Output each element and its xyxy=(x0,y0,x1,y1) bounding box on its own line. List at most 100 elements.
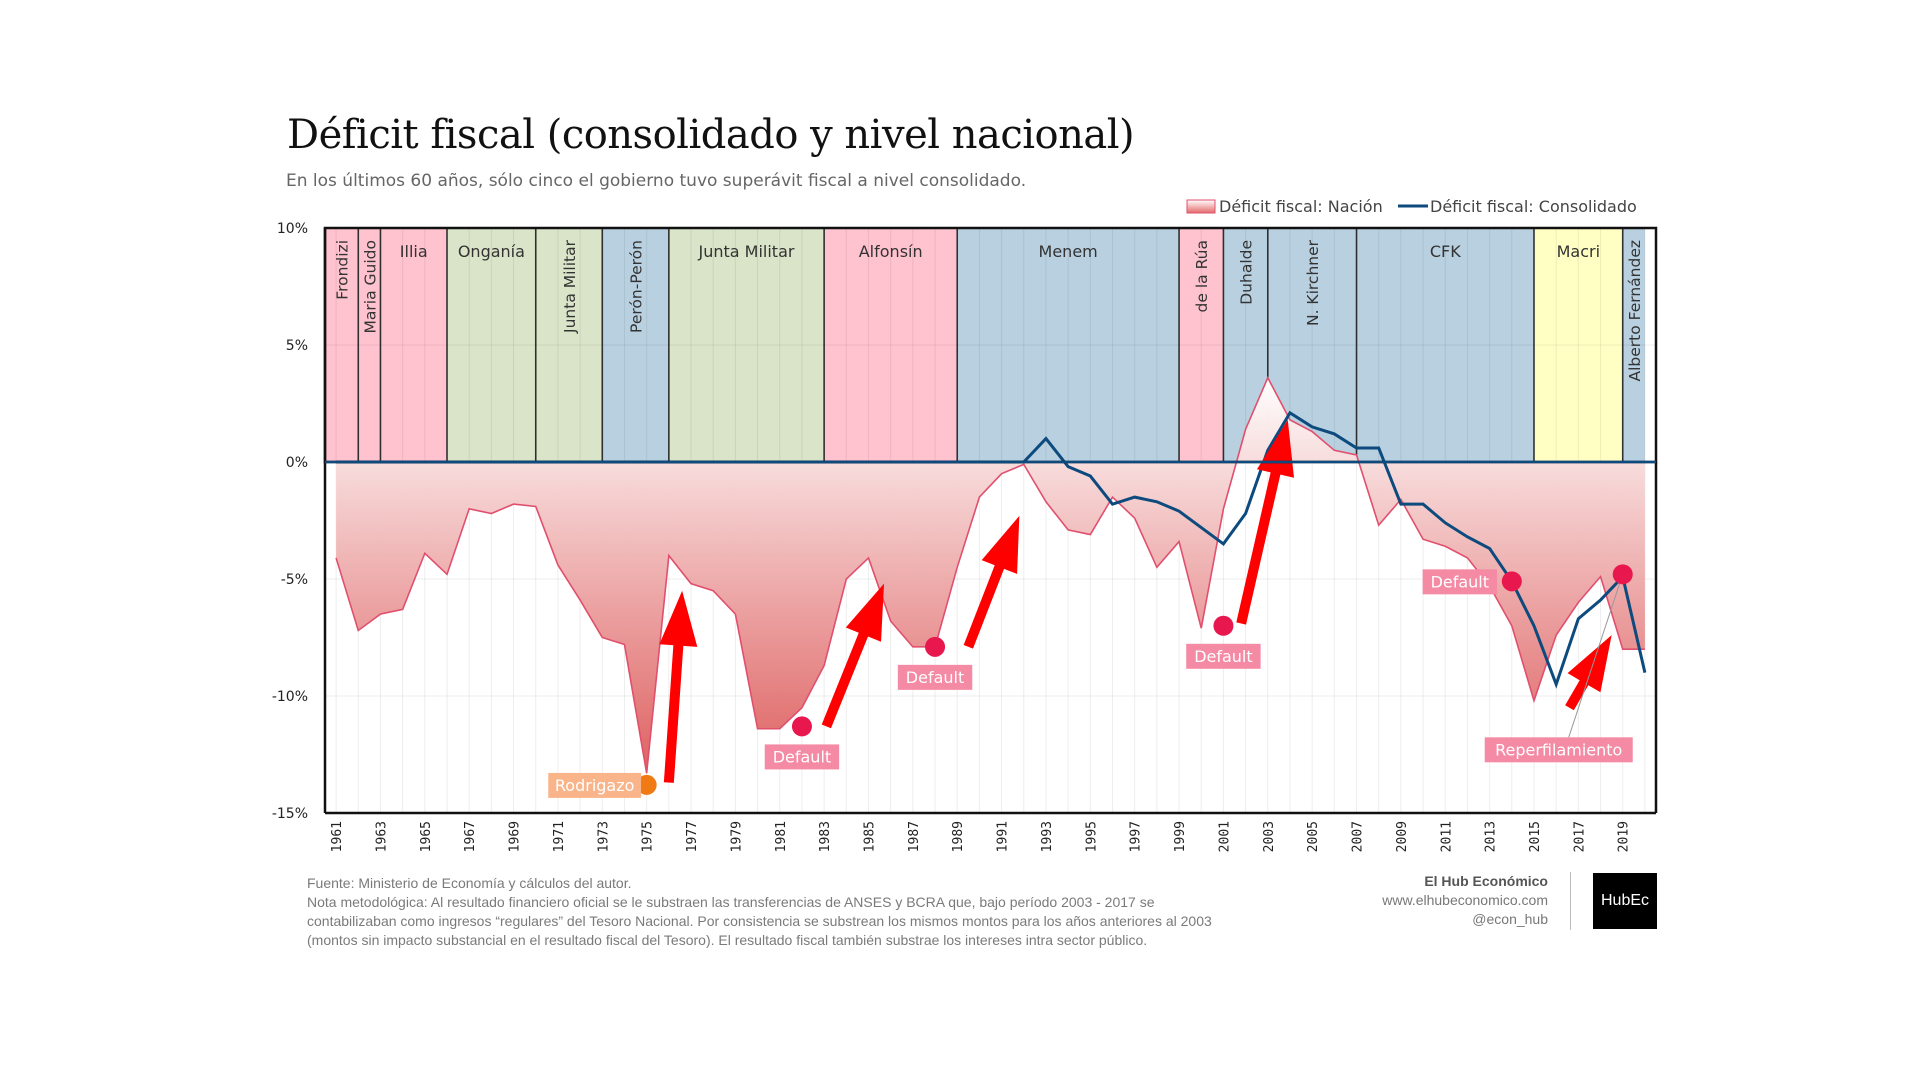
government-label: Illia xyxy=(400,242,428,261)
annotation-label-bg xyxy=(1422,569,1498,595)
government-band xyxy=(380,228,448,462)
x-tick-label: 1983 xyxy=(818,821,833,852)
government-band xyxy=(535,228,603,462)
annotation-label: Reperfilamiento xyxy=(1495,740,1622,759)
x-tick-label: 1997 xyxy=(1129,821,1144,852)
x-tick-label: 1965 xyxy=(419,821,434,852)
note-line: Nota metodológica: Al resultado financie… xyxy=(307,894,1155,910)
annotation-marker xyxy=(791,716,812,737)
government-band xyxy=(668,228,825,462)
government-label: Duhalde xyxy=(1238,240,1256,305)
x-tick-label: 2011 xyxy=(1439,821,1454,852)
government-label: Frondizi xyxy=(334,240,352,300)
recovery-arrows xyxy=(659,419,1612,783)
x-tick-label: 2005 xyxy=(1306,821,1321,852)
x-tick-label: 1979 xyxy=(729,821,744,852)
x-tick-label: 1991 xyxy=(996,821,1011,852)
nacion-line xyxy=(335,375,1645,774)
annotation-leader xyxy=(1568,574,1624,738)
y-tick-label: -15% xyxy=(272,806,308,822)
government-label: de la Rúa xyxy=(1193,240,1211,312)
government-band xyxy=(325,228,359,462)
recovery-arrow xyxy=(1565,635,1612,711)
note-line: contabilizaban como ingresos “regulares”… xyxy=(307,913,1212,929)
government-label: Macri xyxy=(1557,242,1600,261)
annotation-label: Default xyxy=(906,668,964,687)
x-tick-label: 1987 xyxy=(907,821,922,852)
recovery-arrow xyxy=(1236,419,1295,625)
x-tick-label: 2017 xyxy=(1572,821,1587,852)
brand-block: El Hub Económico www.elhubeconomico.com … xyxy=(1382,872,1548,929)
x-tick-label: 2007 xyxy=(1351,821,1366,852)
source-line: Fuente: Ministerio de Economía y cálculo… xyxy=(307,875,632,891)
government-band xyxy=(1533,228,1623,462)
government-label: Menem xyxy=(1039,242,1098,261)
brand-name: El Hub Económico xyxy=(1424,873,1548,889)
nacion-area xyxy=(336,377,1645,774)
brand-url[interactable]: www.elhubeconomico.com xyxy=(1382,892,1548,908)
government-band xyxy=(602,228,669,462)
government-band xyxy=(358,228,381,462)
government-label: Alberto Fernández xyxy=(1626,240,1644,382)
government-band xyxy=(1356,228,1534,462)
y-tick-label: 10% xyxy=(277,221,308,237)
legend-label-nacion: Déficit fiscal: Nación xyxy=(1219,197,1383,216)
annotation-label-bg xyxy=(1484,737,1633,763)
annotation-label-bg xyxy=(764,744,840,770)
government-band xyxy=(1179,228,1224,462)
government-band xyxy=(824,228,958,462)
x-tick-label: 1999 xyxy=(1173,821,1188,852)
x-tick-label: 1995 xyxy=(1084,821,1099,852)
annotation-marker xyxy=(636,774,657,795)
government-label: Onganía xyxy=(458,242,525,261)
brand-handle[interactable]: @econ_hub xyxy=(1472,911,1548,927)
note-line: (montos sin impacto substancial en el re… xyxy=(307,932,1148,948)
government-label: Perón-Perón xyxy=(628,240,646,333)
x-tick-label: 1975 xyxy=(641,821,656,852)
brand-divider xyxy=(1570,872,1571,930)
annotation-label: Default xyxy=(773,747,831,766)
legend-label-consolidado: Déficit fiscal: Consolidado xyxy=(1430,197,1637,216)
x-tick-label: 1993 xyxy=(1040,821,1055,852)
x-tick-label: 1961 xyxy=(330,821,345,852)
x-tick-label: 2013 xyxy=(1484,821,1499,852)
x-tick-label: 2015 xyxy=(1528,821,1543,852)
annotations: Rodrigazo Default Default Default Default Rep… xyxy=(548,564,1633,798)
x-tick-label: 1989 xyxy=(951,821,966,852)
x-tick-label: 2001 xyxy=(1217,821,1232,852)
government-label: Alfonsín xyxy=(859,242,923,261)
axes: -15% -10% -5% 0% 5% 10% 1961 1963 1965 1967 1969 19… xyxy=(272,221,1658,852)
y-tick-label: 5% xyxy=(286,338,308,354)
x-tick-label: 1985 xyxy=(862,821,877,852)
x-tick-label: 2019 xyxy=(1617,821,1632,852)
hubec-logo: HubEc xyxy=(1593,873,1657,929)
legend-swatch-nacion xyxy=(1186,199,1216,214)
x-tick-label: 1967 xyxy=(463,821,478,852)
annotation-marker xyxy=(1612,564,1633,585)
government-label: CFK xyxy=(1430,242,1461,261)
government-band xyxy=(447,228,536,462)
government-label: Junta Militar xyxy=(561,239,579,334)
y-tick-label: -5% xyxy=(281,572,308,588)
x-tick-label: 1971 xyxy=(552,821,567,852)
y-tick-label: 0% xyxy=(286,455,308,471)
footer-notes: Fuente: Ministerio de Economía y cálculo… xyxy=(307,874,1212,950)
legend: Déficit fiscal: Nación Déficit fiscal: Co… xyxy=(1186,197,1637,216)
annotation-label-bg xyxy=(1186,643,1261,669)
annotation-marker xyxy=(1213,615,1234,636)
government-band xyxy=(1622,228,1645,462)
x-tick-label: 1969 xyxy=(508,821,523,852)
x-tick-label: 2009 xyxy=(1395,821,1410,852)
x-tick-label: 1963 xyxy=(374,821,389,852)
annotation-label: Rodrigazo xyxy=(555,776,635,795)
chart-title: Déficit fiscal (consolidado y nivel naci… xyxy=(287,112,1135,158)
government-label: Junta Militar xyxy=(697,242,794,261)
annotation-label-bg xyxy=(548,772,642,798)
annotation-label: Default xyxy=(1194,647,1252,666)
annotation-marker xyxy=(1501,571,1522,592)
recovery-arrow xyxy=(821,583,885,729)
government-band xyxy=(957,228,1180,462)
x-tick-label: 1973 xyxy=(596,821,611,852)
x-tick-label: 2003 xyxy=(1262,821,1277,852)
